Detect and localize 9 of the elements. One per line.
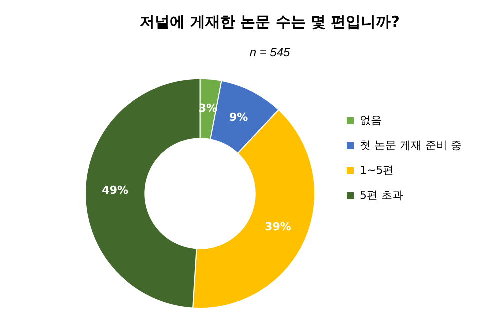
legend-label: 없음 xyxy=(360,114,382,127)
legend-label: 1~5편 xyxy=(360,164,394,177)
data-label: 49% xyxy=(102,184,129,197)
chart-subtitle: n = 545 xyxy=(250,46,291,60)
data-label: 39% xyxy=(265,220,292,234)
data-label: 9% xyxy=(229,110,248,124)
chart-title: 저널에 게재한 논문 수는 몇 편입니까? xyxy=(140,12,400,31)
legend-label: 5편 초과 xyxy=(360,188,404,202)
legend-label: 첫 논문 게재 준비 중 xyxy=(360,138,462,152)
